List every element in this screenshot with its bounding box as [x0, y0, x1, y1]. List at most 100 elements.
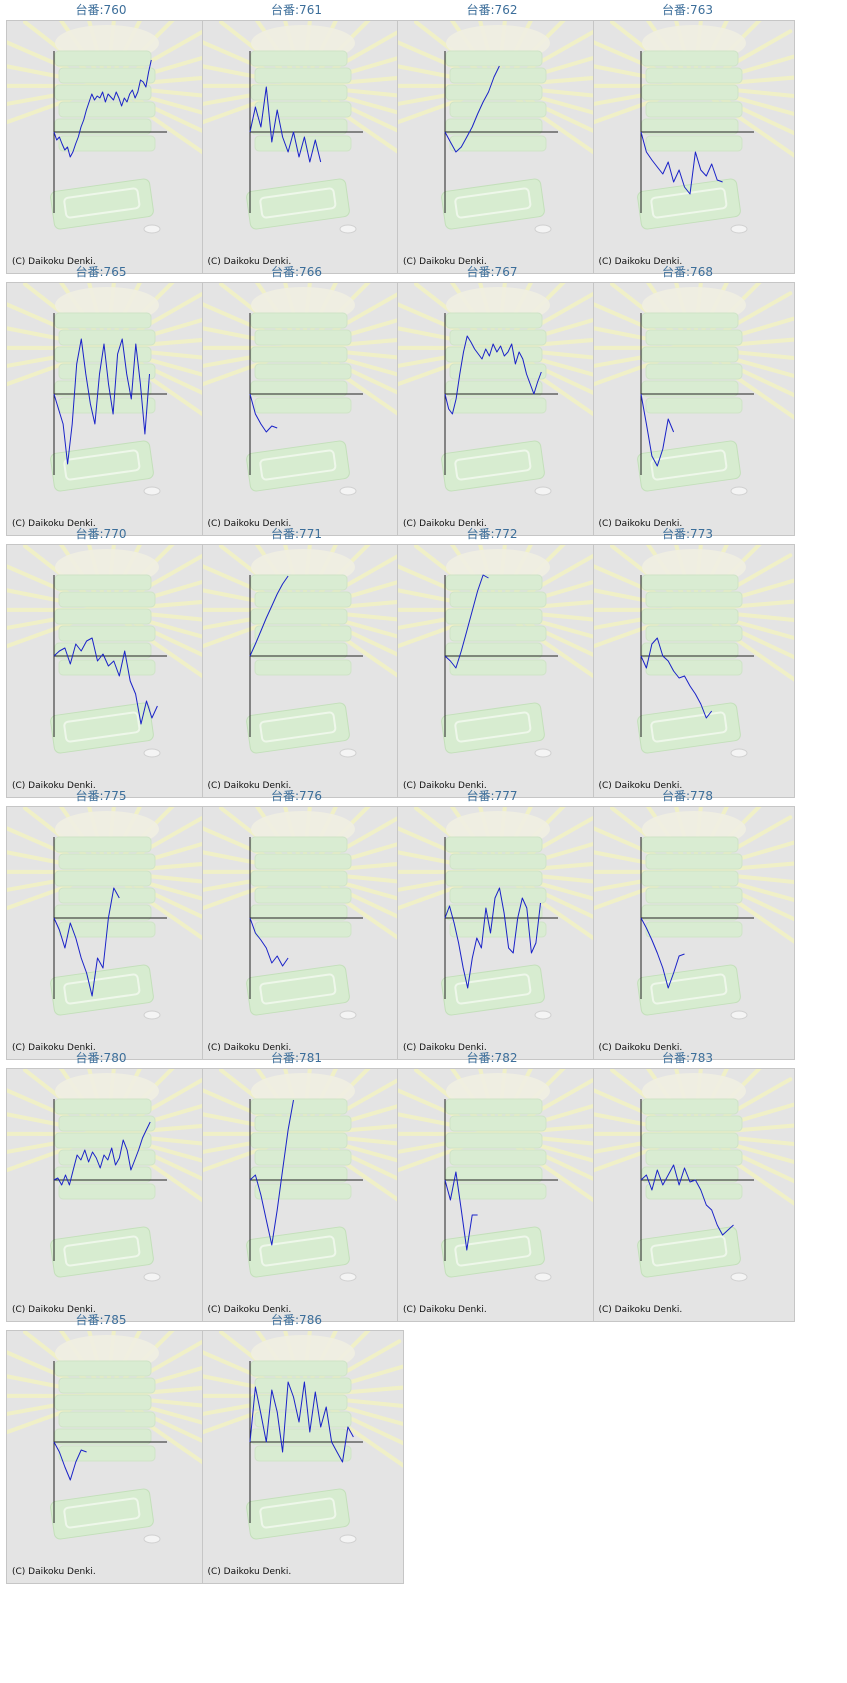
- background-art: [593, 545, 794, 758]
- copyright-text: (C) Daikoku Denki.: [207, 1043, 292, 1053]
- coin: [339, 1272, 356, 1282]
- background-art: [202, 807, 403, 1020]
- stacked-medal-tray: [250, 608, 347, 625]
- series-line: [249, 575, 289, 657]
- chart-title[interactable]: 台番:777: [466, 789, 518, 803]
- chart-cell: 台番:767 (C) Daikoku Denki.: [391, 262, 601, 543]
- chart-title[interactable]: 台番:775: [75, 789, 127, 803]
- chart-panel: (C) Daikoku Denki.: [201, 20, 404, 274]
- chart-panel: (C) Daikoku Denki.: [6, 282, 208, 536]
- stacked-medal-tray: [645, 397, 742, 414]
- series-line: [53, 59, 152, 158]
- chart-title[interactable]: 台番:765: [75, 265, 127, 279]
- copyright-text: (C) Daikoku Denki.: [598, 519, 683, 529]
- chart-cell: 台番:763 (C) Daikoku Denki.: [587, 0, 797, 281]
- copyright-text: (C) Daikoku Denki.: [403, 781, 487, 791]
- background-art: [593, 283, 794, 496]
- series-line: [444, 65, 500, 153]
- chart-title[interactable]: 台番:786: [271, 1313, 322, 1327]
- chart-title[interactable]: 台番:766: [271, 265, 322, 279]
- chart-title[interactable]: 台番:785: [75, 1313, 127, 1327]
- chart-title[interactable]: 台番:770: [75, 527, 127, 541]
- sunburst-ray: [691, 75, 794, 88]
- chart-cell: 台番:773 (C) Daikoku Denki.: [587, 524, 797, 805]
- chart-title[interactable]: 台番:776: [271, 789, 322, 803]
- stacked-medal-tray: [58, 659, 156, 676]
- coin-tray-inner: [258, 1235, 336, 1267]
- chart-title[interactable]: 台番:761: [271, 3, 322, 17]
- stacked-medal-tray: [54, 574, 152, 591]
- stacked-medal-tray: [645, 659, 742, 676]
- stacked-medal-tray: [645, 921, 742, 938]
- series-line: [53, 1121, 151, 1186]
- stacked-medal-tray: [54, 1166, 152, 1183]
- sunburst-ray: [300, 1123, 403, 1136]
- stacked-medal-tray: [250, 1166, 347, 1183]
- chart-cell: 台番:761 (C) Daikoku Denki.: [196, 0, 406, 281]
- stacked-medal-tray: [445, 574, 543, 591]
- stacked-medal-tray: [250, 346, 347, 363]
- coin-tray-inner: [649, 449, 727, 481]
- background-art: [202, 1331, 403, 1544]
- chart-panel: (C) Daikoku Denki.: [201, 544, 404, 798]
- chart-title[interactable]: 台番:768: [662, 265, 713, 279]
- coin: [339, 224, 356, 234]
- stacked-medal-tray: [449, 1183, 547, 1200]
- chart-title[interactable]: 台番:772: [466, 527, 518, 541]
- coin: [730, 486, 747, 496]
- stacked-medal-tray: [641, 118, 738, 135]
- sunburst-ray: [300, 337, 403, 350]
- stacked-medal-tray: [445, 836, 543, 853]
- stacked-medal-tray: [449, 1149, 547, 1166]
- coin: [730, 1010, 747, 1020]
- stacked-medal-tray: [54, 312, 152, 329]
- coin: [143, 1534, 161, 1544]
- sunburst-ray: [496, 75, 598, 88]
- stacked-medal-tray: [54, 1394, 152, 1411]
- chart-title[interactable]: 台番:763: [662, 3, 713, 17]
- coin-tray-inner: [454, 187, 532, 219]
- chart-title[interactable]: 台番:762: [466, 3, 518, 17]
- line-chart: [7, 1069, 207, 1282]
- line-chart: [202, 21, 403, 234]
- chart-title[interactable]: 台番:760: [75, 3, 127, 17]
- series-line: [444, 887, 541, 989]
- chart-panel: (C) Daikoku Denki.: [592, 282, 795, 536]
- background-art: [398, 21, 598, 234]
- background-art: [202, 21, 403, 234]
- stacked-medal-tray: [449, 329, 547, 346]
- copyright-text: (C) Daikoku Denki.: [598, 781, 683, 791]
- coin-tray-inner: [63, 973, 141, 1005]
- chart-title[interactable]: 台番:782: [466, 1051, 518, 1065]
- coin-tray-inner: [454, 711, 532, 743]
- copyright-text: (C) Daikoku Denki.: [207, 1567, 292, 1577]
- stacked-medal-tray: [58, 1445, 156, 1462]
- chart-cell: 台番:766 (C) Daikoku Denki.: [196, 262, 406, 543]
- chart-title[interactable]: 台番:781: [271, 1051, 322, 1065]
- stacked-medal-tray: [254, 853, 351, 870]
- chart-cell: 台番:776 (C) Daikoku Denki.: [196, 786, 406, 1067]
- stacked-medal-tray: [58, 1149, 156, 1166]
- chart-cell: 台番:783 (C) Daikoku Denki.: [587, 1048, 797, 1329]
- chart-title[interactable]: 台番:771: [271, 527, 322, 541]
- stacked-medal-tray: [449, 1115, 547, 1132]
- chart-cell: 台番:770 (C) Daikoku Denki.: [0, 524, 210, 805]
- series-line: [249, 1099, 294, 1246]
- chart-title[interactable]: 台番:773: [662, 527, 713, 541]
- stacked-medal-tray: [54, 1098, 152, 1115]
- chart-title[interactable]: 台番:767: [466, 265, 518, 279]
- line-chart: [398, 545, 598, 758]
- chart-panel: (C) Daikoku Denki.: [592, 806, 795, 1060]
- coin: [339, 1534, 356, 1544]
- stacked-medal-tray: [645, 1115, 742, 1132]
- stacked-medal-tray: [54, 642, 152, 659]
- chart-title[interactable]: 台番:780: [75, 1051, 127, 1065]
- stacked-medal-tray: [58, 1115, 156, 1132]
- chart-title[interactable]: 台番:783: [662, 1051, 713, 1065]
- copyright-text: (C) Daikoku Denki.: [12, 781, 96, 791]
- chart-title[interactable]: 台番:778: [662, 789, 713, 803]
- coin-tray-inner: [63, 1497, 141, 1529]
- chart-cell: 台番:775 (C) Daikoku Denki.: [0, 786, 210, 1067]
- stacked-medal-tray: [645, 625, 742, 642]
- coin: [534, 1010, 552, 1020]
